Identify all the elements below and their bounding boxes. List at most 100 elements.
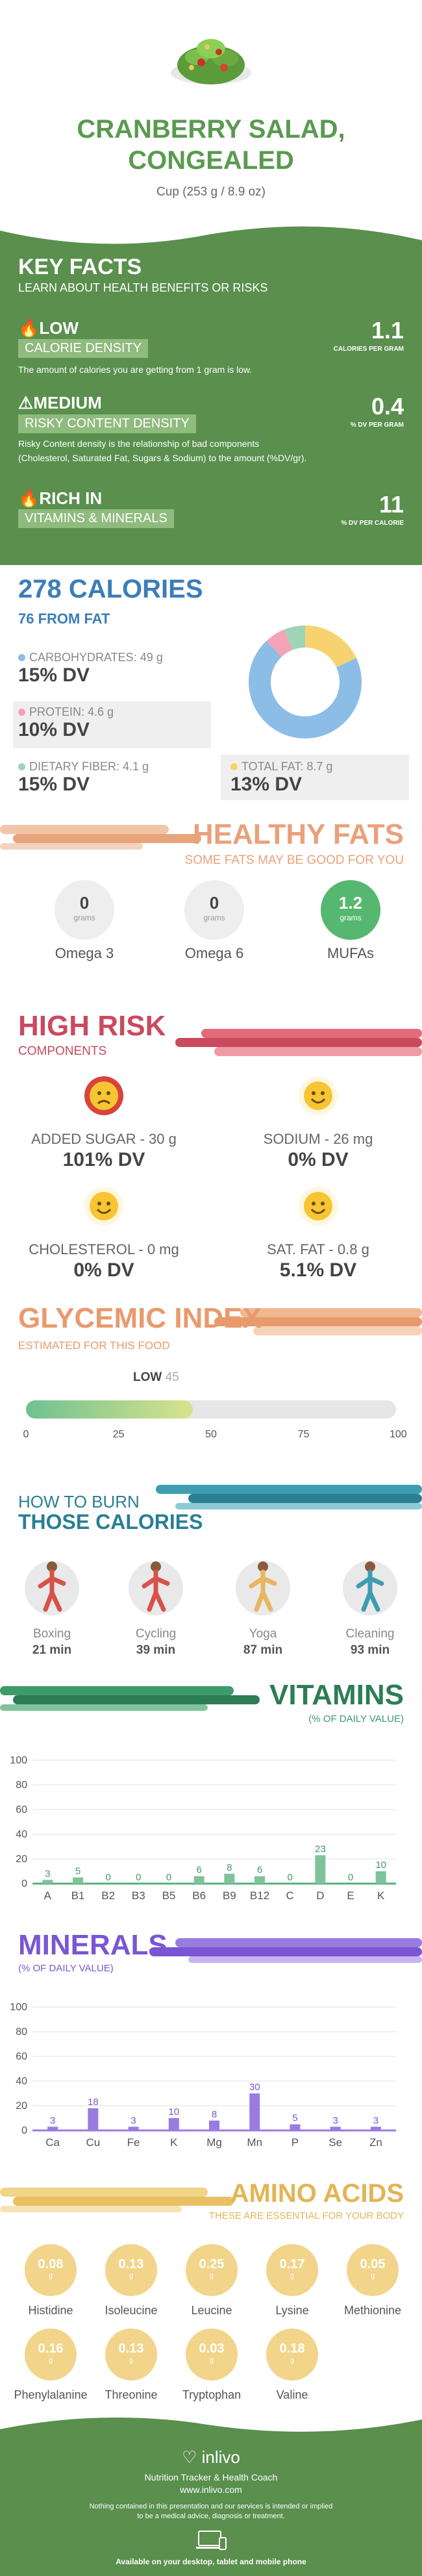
donut-slice-carbs xyxy=(249,640,362,739)
bar xyxy=(249,2093,260,2130)
fat-circle: 0 grams xyxy=(55,880,114,940)
amino-circle: 0.16 g xyxy=(25,2329,77,2380)
bar xyxy=(88,2108,99,2130)
carbs-dv: 15% DV xyxy=(18,664,90,686)
fat-label: MUFAs xyxy=(327,945,375,961)
rich-badge: 🔥RICH IN xyxy=(18,488,102,509)
rich-word: RICH IN xyxy=(39,488,103,508)
glycemic-tick: 75 xyxy=(297,1429,310,1440)
x-category-label: B12 xyxy=(250,1889,269,1902)
x-category-label: Fe xyxy=(127,2136,140,2149)
bar xyxy=(128,2127,139,2130)
footer-brand: ♡ inlivo xyxy=(0,2447,422,2468)
glycemic-tick: 50 xyxy=(205,1429,217,1440)
medium-badge: ⚠MEDIUM xyxy=(18,393,102,413)
bar-data-label: 10 xyxy=(375,1860,386,1871)
carbs-macro: CARBOHYDRATES: 49 g 15% DV xyxy=(18,651,163,687)
burn-activity-name: Boxing xyxy=(32,1627,71,1641)
donut-slice-protein xyxy=(266,629,293,657)
y-tick-label: 60 xyxy=(16,1804,27,1815)
bar-data-label: 0 xyxy=(166,1872,171,1883)
x-category-label: D xyxy=(316,1889,324,1902)
amino-value: 0.25 xyxy=(199,2257,225,2271)
amino-unit: g xyxy=(370,2272,375,2280)
carbs-dot xyxy=(18,654,25,661)
bar-data-label: 3 xyxy=(130,2115,136,2126)
calorie-density-label: CALORIE DENSITY xyxy=(18,339,149,358)
footer-url[interactable]: www.inlivo.com xyxy=(180,2484,242,2495)
risk-dv: 0% DV xyxy=(73,1259,134,1281)
amino-label: Lysine xyxy=(275,2304,309,2317)
amino-unit: g xyxy=(290,2272,295,2280)
vitamins-minerals-label: VITAMINS & MINERALS xyxy=(18,509,174,528)
glycemic-level-word: LOW xyxy=(133,1370,162,1384)
bar xyxy=(290,2124,301,2130)
burn-stripes xyxy=(156,1485,422,1509)
y-tick-label: 0 xyxy=(21,1878,27,1889)
calorie-density-unit: CALORIES PER GRAM xyxy=(333,346,404,353)
bar-data-label: 3 xyxy=(45,1868,50,1879)
bar-data-label: 3 xyxy=(50,2115,55,2126)
amino-circle: 0.13 g xyxy=(105,2244,157,2296)
fat-label: Omega 6 xyxy=(184,945,244,961)
footer-wave xyxy=(0,2413,422,2432)
donut-slice-fat xyxy=(304,625,356,668)
sad-face-icon xyxy=(84,1076,123,1115)
glycemic-tick: 100 xyxy=(390,1429,407,1440)
x-category-label: Mg xyxy=(206,2136,222,2149)
cycling-icon xyxy=(129,1561,183,1615)
calories-title: 278 CALORIES xyxy=(18,575,203,603)
vitamins-title: VITAMINS xyxy=(269,1679,404,1711)
fat-value: 1.2 xyxy=(338,893,363,913)
vitamins-minerals-unit: % DV PER CALORIE xyxy=(341,520,404,527)
x-category-label: B9 xyxy=(223,1889,236,1902)
happy-face-icon xyxy=(299,1187,338,1226)
risk-label: ADDED SUGAR - 30 g xyxy=(31,1131,177,1147)
protein-bg xyxy=(13,701,211,748)
burn-title-1: HOW TO BURN xyxy=(18,1492,140,1511)
section-wave xyxy=(0,214,422,244)
amino-unit: g xyxy=(129,2272,134,2280)
glycemic-fill xyxy=(26,1400,193,1419)
x-category-label: B3 xyxy=(132,1889,145,1902)
bar-data-label: 5 xyxy=(292,2113,297,2124)
glycemic-stripes xyxy=(214,1308,422,1335)
risky-density-unit: % DV PER GRAM xyxy=(350,422,404,429)
devices-icon xyxy=(196,2531,227,2550)
risk-dv: 101% DV xyxy=(62,1149,145,1170)
warning-icon: ⚠ xyxy=(18,393,34,412)
amino-value: 0.16 xyxy=(38,2342,64,2356)
glycemic-level: LOW 45 xyxy=(133,1370,179,1385)
x-category-label: Zn xyxy=(369,2136,382,2149)
amino-unit: g xyxy=(48,2272,53,2280)
risky-density-label: RISKY CONTENT DENSITY xyxy=(18,414,196,433)
footer-tagline: Nutrition Tracker & Health Coach xyxy=(144,2472,278,2482)
bar-data-label: 10 xyxy=(168,2106,179,2117)
bar-data-label: 23 xyxy=(315,1843,326,1854)
fat-unit: grams xyxy=(340,913,362,922)
donut-slice-fiber xyxy=(284,625,306,650)
bar-data-label: 3 xyxy=(373,2115,379,2126)
amino-circle: 0.25 g xyxy=(186,2244,238,2296)
bar xyxy=(370,2127,381,2130)
bar xyxy=(193,1876,205,1884)
amino-label: Valine xyxy=(276,2388,308,2401)
bar-data-label: 6 xyxy=(196,1865,201,1876)
risky-density-value: 0.4 xyxy=(371,393,404,420)
y-tick-label: 20 xyxy=(16,2101,27,2112)
title-line-2: CONGEALED xyxy=(128,146,294,175)
bar-data-label: 6 xyxy=(257,1865,262,1876)
amino-label: Isoleucine xyxy=(105,2304,158,2317)
key-facts-subtitle: LEARN ABOUT HEALTH BENEFITS OR RISKS xyxy=(18,281,268,294)
calorie-density-text: The amount of calories you are getting f… xyxy=(18,364,253,375)
bar-data-label: 0 xyxy=(136,1872,141,1883)
bar-data-label: 8 xyxy=(227,1862,232,1873)
minerals-title: MINERALS xyxy=(18,1929,168,1961)
amino-value: 0.13 xyxy=(118,2342,144,2356)
risky-density-text-2: (Cholesterol, Saturated Fat, Sugars & So… xyxy=(18,453,307,463)
fat-unit: grams xyxy=(73,913,95,922)
y-tick-label: 80 xyxy=(16,2027,27,2038)
protein-label: PROTEIN: 4.6 g xyxy=(29,705,114,718)
flame-icon: 🔥 xyxy=(18,318,40,338)
bar xyxy=(254,1876,265,1884)
